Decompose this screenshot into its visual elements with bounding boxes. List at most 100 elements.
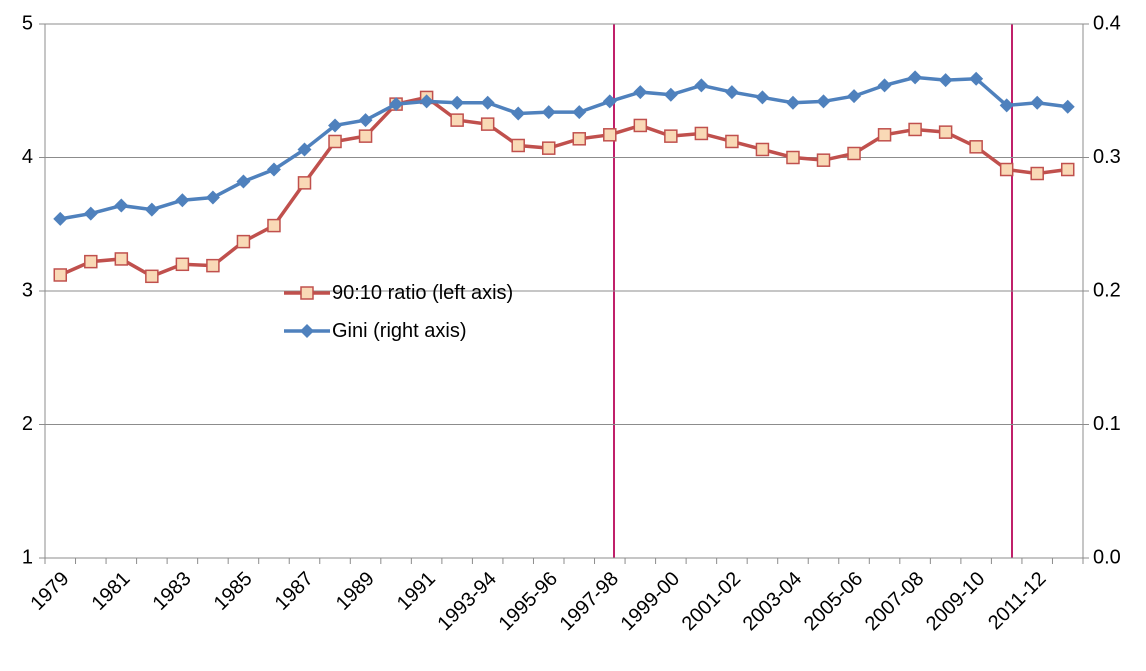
x-tick-label: 2001-02 bbox=[678, 568, 745, 635]
marker bbox=[572, 132, 587, 146]
legend-entry: Gini (right axis) bbox=[282, 319, 532, 343]
marker bbox=[969, 140, 983, 154]
marker bbox=[205, 190, 220, 205]
marker bbox=[511, 138, 525, 153]
marker bbox=[724, 85, 739, 100]
marker bbox=[175, 193, 190, 208]
x-tick-label: 1999-00 bbox=[617, 568, 684, 635]
x-tick-label: 1995-96 bbox=[495, 568, 562, 635]
marker bbox=[877, 128, 892, 142]
x-tick-label: 1989 bbox=[332, 568, 379, 615]
marker bbox=[847, 89, 862, 104]
marker bbox=[633, 118, 648, 133]
x-tick-label: 1987 bbox=[271, 568, 318, 615]
marker bbox=[389, 97, 404, 112]
marker bbox=[755, 90, 770, 105]
marker bbox=[144, 202, 159, 217]
series-line bbox=[59, 75, 1068, 221]
x-tick-label: 1991 bbox=[393, 568, 440, 615]
marker bbox=[175, 257, 190, 272]
legend-marker bbox=[300, 286, 314, 300]
marker bbox=[694, 126, 709, 141]
marker bbox=[572, 105, 587, 120]
marker bbox=[83, 206, 98, 221]
marker bbox=[816, 94, 831, 109]
marker bbox=[908, 122, 922, 137]
marker bbox=[999, 98, 1014, 113]
marker bbox=[358, 113, 373, 128]
marker bbox=[541, 141, 556, 155]
marker bbox=[602, 94, 617, 109]
legend-label: Gini (right axis) bbox=[332, 320, 467, 342]
marker bbox=[969, 71, 984, 86]
y2-tick-label: 0.2 bbox=[1093, 279, 1121, 301]
marker bbox=[1060, 99, 1075, 114]
marker bbox=[664, 129, 678, 143]
x-tick-label: 1993-94 bbox=[433, 568, 500, 635]
legend: 90:10 ratio (left axis) Gini (right axis) bbox=[282, 281, 532, 357]
marker bbox=[1030, 166, 1044, 181]
marker bbox=[297, 176, 312, 190]
y2-tick-label: 0.3 bbox=[1093, 146, 1121, 168]
x-tick-label: 1979 bbox=[27, 568, 74, 615]
marker bbox=[847, 146, 861, 161]
y2-tick-label: 0.0 bbox=[1093, 546, 1121, 568]
marker bbox=[297, 142, 312, 157]
marker bbox=[785, 95, 800, 110]
marker bbox=[725, 134, 739, 149]
marker bbox=[84, 254, 98, 269]
marker bbox=[266, 162, 281, 177]
marker bbox=[53, 268, 68, 282]
x-tick-label: 1981 bbox=[88, 568, 135, 615]
marker bbox=[633, 85, 648, 100]
x-tick-label: 2003-04 bbox=[739, 568, 806, 635]
marker bbox=[999, 162, 1014, 177]
y-tick-label: 1 bbox=[22, 546, 33, 568]
legend-marker bbox=[300, 324, 314, 338]
marker bbox=[114, 198, 129, 213]
marker bbox=[816, 153, 831, 167]
legend-swatch bbox=[284, 286, 330, 300]
legend-label: 90:10 ratio (left axis) bbox=[332, 282, 514, 304]
x-tick-label: 2011-12 bbox=[984, 568, 1050, 634]
x-tick-label: 2009-10 bbox=[922, 568, 989, 635]
y2-tick-label: 0.1 bbox=[1093, 413, 1121, 435]
marker bbox=[419, 94, 434, 109]
x-tick-label: 1997-98 bbox=[556, 568, 623, 635]
legend-swatch bbox=[284, 324, 330, 338]
marker bbox=[328, 118, 343, 133]
marker bbox=[450, 95, 465, 110]
marker bbox=[480, 117, 495, 131]
marker bbox=[786, 150, 800, 165]
marker bbox=[541, 105, 556, 120]
marker bbox=[511, 106, 526, 121]
marker bbox=[236, 234, 251, 249]
marker bbox=[267, 218, 281, 233]
x-tick-label: 2005-06 bbox=[800, 568, 867, 635]
marker bbox=[694, 78, 709, 93]
y-tick-label: 2 bbox=[22, 413, 33, 435]
marker bbox=[938, 73, 953, 88]
marker bbox=[1030, 95, 1045, 110]
y-tick-label: 4 bbox=[22, 146, 33, 168]
marker bbox=[663, 87, 678, 102]
y2-tick-label: 0.4 bbox=[1093, 12, 1121, 34]
marker bbox=[480, 95, 495, 110]
marker bbox=[145, 269, 159, 284]
marker bbox=[877, 78, 892, 93]
marker bbox=[328, 134, 342, 149]
marker bbox=[53, 211, 68, 226]
x-tick-label: 2007-08 bbox=[861, 568, 928, 635]
x-tick-label: 1983 bbox=[149, 568, 196, 615]
marker bbox=[1060, 162, 1075, 177]
marker bbox=[114, 252, 129, 266]
series-line bbox=[59, 95, 1068, 279]
marker bbox=[603, 128, 617, 142]
y-tick-label: 3 bbox=[22, 279, 33, 301]
marker bbox=[206, 258, 220, 273]
marker bbox=[236, 174, 251, 189]
marker bbox=[908, 70, 923, 85]
marker bbox=[358, 129, 373, 143]
